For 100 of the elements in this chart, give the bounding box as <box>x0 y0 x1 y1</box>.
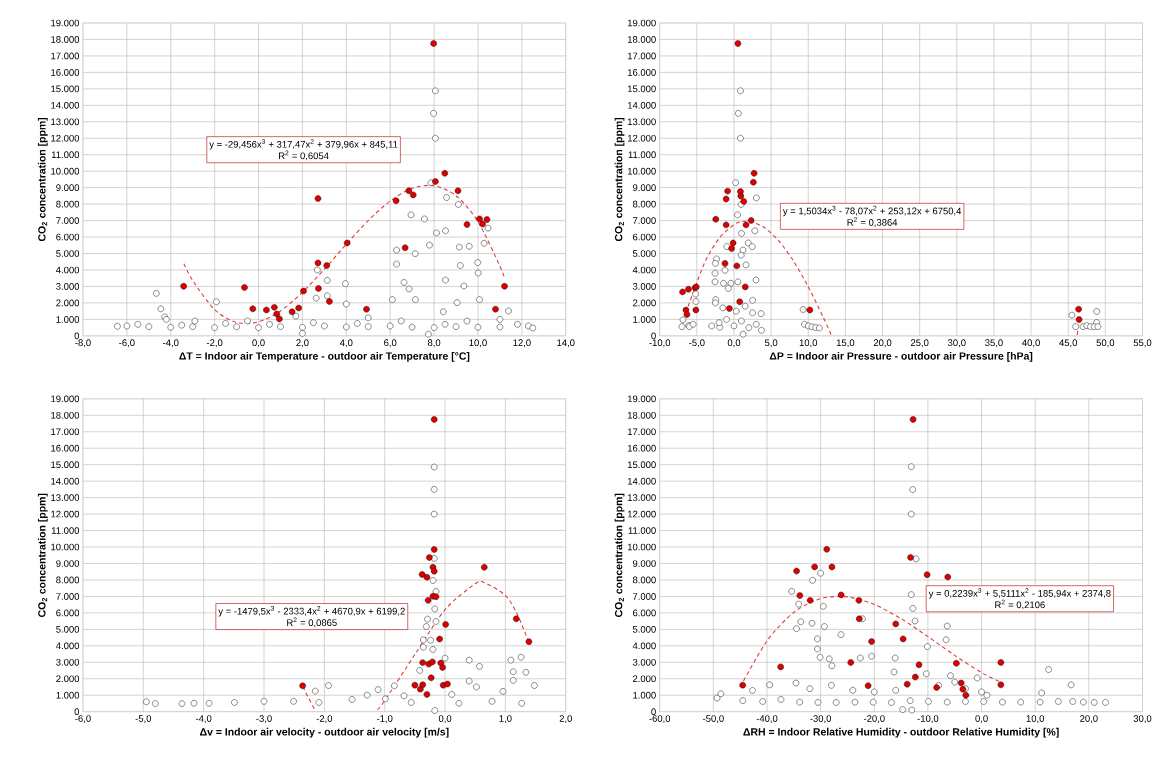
x-tick-label: -3,0 <box>256 715 272 724</box>
x-tick-label: -2,0 <box>206 339 223 348</box>
y-tick-label: 16.000 <box>627 69 656 76</box>
x-tick-label: -8,0 <box>75 339 91 348</box>
y-tick-label: 3.000 <box>56 283 80 290</box>
y-tick-label: 4.000 <box>55 642 80 650</box>
y-axis-title: CO$_{2}$ concentration [ppm] <box>614 493 625 618</box>
x-tick-label: -6,0 <box>75 715 91 724</box>
y-tick-label: 13.000 <box>51 494 80 502</box>
x-tick-label: 15,0 <box>836 339 855 348</box>
y-tick-label: 16.000 <box>51 445 80 452</box>
y-tick-label: 14.000 <box>627 477 656 485</box>
x-tick-label: 0,0 <box>438 715 452 724</box>
x-tick-label: -60,0 <box>649 715 671 724</box>
y-tick-label: 12.000 <box>51 135 80 142</box>
x-tick-label: 30,0 <box>947 339 966 348</box>
x-tick-label: 30,0 <box>1133 715 1152 724</box>
x-tick-label: 12,0 <box>513 339 531 348</box>
x-tick-label: 14,0 <box>557 339 575 348</box>
y-tick-label: 5.000 <box>632 250 656 258</box>
y-tick-label: 0 <box>74 708 80 716</box>
y-tick-label: 8.000 <box>56 576 80 584</box>
x-tick-label: 8,0 <box>427 339 441 348</box>
x-tick-label: 45,0 <box>1059 339 1078 348</box>
annotation: y = -29,456x$^{3}$ + 317,47x$^{2}$ + 379,96x + 845,11 <box>209 139 398 150</box>
y-tick-label: 5.000 <box>56 250 80 258</box>
x-tick-label: -5,0 <box>689 339 705 348</box>
y-tick-label: 12.000 <box>51 510 80 518</box>
x-tick-label: -30,0 <box>810 715 832 724</box>
y-tick-label: 10.000 <box>51 168 80 175</box>
y-tick-label: 0 <box>651 332 656 340</box>
y-tick-label: 1.000 <box>56 316 80 323</box>
y-tick-label: 17.000 <box>627 428 656 436</box>
y-tick-label: 10.000 <box>51 543 80 551</box>
y-tick-label: 3.000 <box>632 659 656 666</box>
y-tick-label: 11.000 <box>51 151 80 159</box>
y-tick-label: 13.000 <box>627 118 656 126</box>
y-tick-label: 18.000 <box>51 412 80 419</box>
y-tick-label: 4.000 <box>55 266 80 274</box>
x-tick-label: 50,0 <box>1096 339 1115 348</box>
x-tick-label: 2,0 <box>559 715 572 724</box>
x-tick-label: 6,0 <box>384 339 397 348</box>
y-tick-label: 4.000 <box>632 642 656 650</box>
y-tick-label: 10.000 <box>627 168 656 175</box>
y-tick-label: 1.000 <box>633 316 656 323</box>
x-tick-label: 10,0 <box>469 339 487 348</box>
x-tick-label: -10,0 <box>649 339 671 348</box>
annotation: R$^{2}$ = 0,2106 <box>995 599 1045 610</box>
x-tick-label: 1,0 <box>499 715 512 724</box>
y-tick-label: 8.000 <box>632 576 656 584</box>
x-tick-label: -4,0 <box>195 715 212 724</box>
x-tick-label: 10,0 <box>1026 715 1045 724</box>
y-tick-label: 15.000 <box>51 85 80 93</box>
x-tick-label: -20,0 <box>863 715 885 724</box>
x-tick-label: 20,0 <box>873 339 892 348</box>
x-tick-label: 0,0 <box>975 715 988 724</box>
x-tick-label: 25,0 <box>910 339 929 348</box>
x-axis-title: ΔP = Indoor air Pressure - outdoor air Pressure [hPa] <box>769 352 1033 362</box>
y-tick-label: 10.000 <box>627 543 656 551</box>
y-tick-label: 18.000 <box>51 36 80 43</box>
y-axis-title: CO$_{2}$ concentration [ppm] <box>37 118 48 242</box>
x-tick-label: 10,0 <box>799 339 818 348</box>
y-tick-label: 13.000 <box>51 118 80 126</box>
y-tick-label: 1.000 <box>56 692 80 699</box>
x-tick-label: 0,0 <box>252 339 265 348</box>
y-tick-label: 0 <box>74 332 80 340</box>
x-tick-label: -4,0 <box>163 339 179 348</box>
y-tick-label: 18.000 <box>627 412 656 419</box>
y-tick-label: 15.000 <box>51 461 80 469</box>
x-tick-label: -5,0 <box>135 715 152 724</box>
y-tick-label: 7.000 <box>633 217 656 225</box>
x-axis-title: ΔRH = Indoor Relative Humidity - outdoor Relative Humidity [%] <box>743 728 1059 738</box>
y-tick-label: 14.000 <box>627 102 656 109</box>
x-tick-label: -2,0 <box>316 715 333 724</box>
y-tick-label: 5.000 <box>56 626 80 633</box>
y-tick-label: 14.000 <box>51 477 80 485</box>
y-tick-label: 6.000 <box>56 233 80 241</box>
annotation: y = 1,5034x$^{3}$ - 78,07x$^{2}$ + 253,12x + 6750,4 <box>782 205 962 217</box>
y-tick-label: 9.000 <box>632 560 656 568</box>
y-tick-label: 19.000 <box>627 19 656 27</box>
y-axis-title: CO$_{2}$ concentration [ppm] <box>614 118 625 242</box>
x-axis-title: ΔT = Indoor air Temperature - outdoor air Temperature [°C] <box>179 352 470 362</box>
x-axis-title: Δv = Indoor air velocity - outdoor air velocity [m/s] <box>200 728 449 738</box>
y-tick-label: 16.000 <box>51 69 80 76</box>
x-tick-label: -10,0 <box>917 715 939 724</box>
y-tick-label: 14.000 <box>51 102 80 109</box>
y-tick-label: 15.000 <box>627 461 656 469</box>
y-tick-label: 2.000 <box>56 299 80 307</box>
x-tick-label: 0,0 <box>727 339 741 348</box>
y-tick-label: 11.000 <box>51 527 80 535</box>
x-tick-label: -6,0 <box>119 339 135 348</box>
y-tick-label: 2.000 <box>632 675 656 683</box>
y-tick-label: 3.000 <box>632 283 656 290</box>
annotation: R$^{2}$ = 0,0865 <box>287 617 337 628</box>
y-tick-label: 9.000 <box>632 184 656 192</box>
y-tick-label: 9.000 <box>56 560 80 568</box>
y-tick-label: 2.000 <box>632 299 656 307</box>
y-tick-label: 19.000 <box>51 19 80 27</box>
y-tick-label: 12.000 <box>627 510 656 518</box>
x-tick-label: 20,0 <box>1080 715 1098 724</box>
